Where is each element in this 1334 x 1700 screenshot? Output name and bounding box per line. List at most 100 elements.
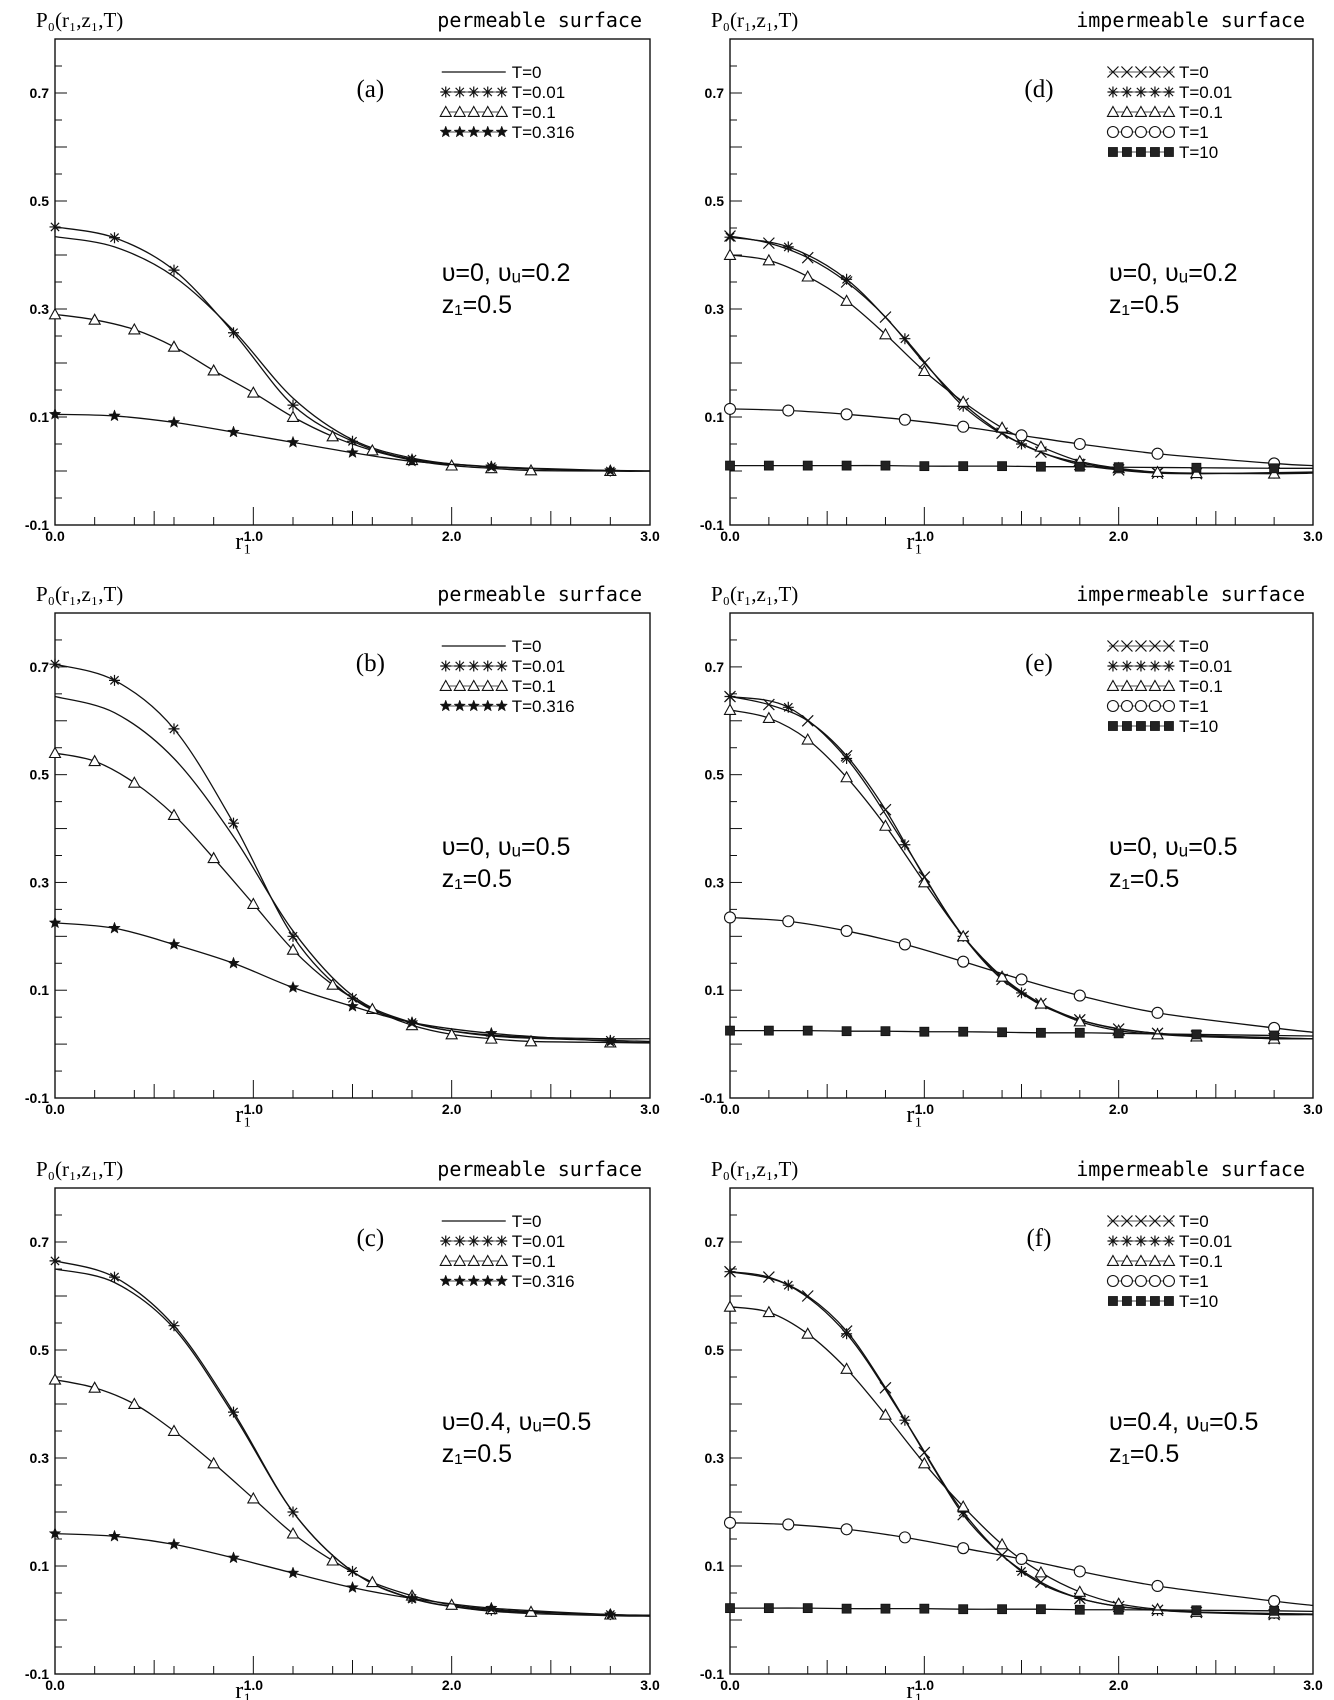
- legend-marker: [496, 660, 508, 672]
- data-point: [724, 231, 736, 243]
- data-point: [782, 404, 795, 417]
- data-point: [899, 839, 911, 851]
- legend-marker: [439, 105, 453, 117]
- legend-marker: [1162, 699, 1175, 713]
- data-point: [997, 1027, 1007, 1038]
- series-line: [729, 408, 1314, 467]
- legend-label: T=10: [1179, 1292, 1218, 1311]
- surface-condition-title: permeable surface: [437, 8, 642, 32]
- data-point: [956, 1499, 970, 1512]
- legend-marker: [1136, 721, 1146, 731]
- data-point: [840, 770, 854, 783]
- legend-label: T=0.1: [512, 103, 556, 122]
- data-point: [1191, 1605, 1202, 1616]
- y-tick-label: 0.1: [30, 1558, 50, 1574]
- data-point: [346, 445, 359, 459]
- x-axis-label: r₁: [906, 1102, 922, 1128]
- legend-marker: [454, 86, 466, 98]
- data-point: [603, 1034, 617, 1047]
- legend-label: T=0.316: [512, 697, 575, 716]
- data-point: [880, 1603, 891, 1614]
- legend-marker: [495, 105, 509, 117]
- data-point: [109, 674, 120, 686]
- data-point: [326, 978, 340, 990]
- x-tick-label: 0.0: [45, 528, 65, 544]
- legend-label: T=0: [512, 63, 542, 82]
- legend-marker: [1134, 1254, 1148, 1266]
- data-point: [1269, 1030, 1280, 1041]
- legend-label: T=0.01: [1179, 83, 1232, 102]
- legend-marker: [1135, 1215, 1147, 1227]
- data-point: [1113, 1028, 1124, 1039]
- data-point: [840, 294, 854, 306]
- legend-marker: [1162, 105, 1176, 117]
- data-point: [841, 1328, 853, 1340]
- data-point: [246, 386, 260, 398]
- x-tick-label: 2.0: [442, 1677, 462, 1693]
- y-tick-label: 0.1: [30, 409, 50, 425]
- legend-label: T=0.316: [512, 123, 575, 142]
- y-tick-label: 0.1: [30, 982, 50, 998]
- data-point: [1073, 1565, 1086, 1578]
- y-tick-label: 0.5: [30, 193, 50, 209]
- legend-marker: [453, 699, 467, 712]
- data-point: [840, 408, 853, 421]
- data-point: [919, 1603, 930, 1614]
- series-line: [54, 1268, 651, 1617]
- data-point: [1036, 1604, 1046, 1615]
- legend-label: T=0: [1179, 63, 1209, 82]
- data-point: [1036, 461, 1046, 472]
- data-point: [109, 1271, 120, 1283]
- legend-marker: [1135, 1235, 1147, 1247]
- data-point: [168, 723, 180, 735]
- legend-marker: [1121, 660, 1133, 672]
- data-point: [167, 937, 181, 950]
- y-tick-label: 0.7: [705, 1234, 725, 1250]
- chart-panel: -0.1 0.1 0.3 0.5 0.7 0.0 1.0 2.0 3.0 P₀(r₁,z₁,T) i…: [700, 1157, 1323, 1700]
- legend-marker: [1108, 721, 1118, 731]
- data-point: [723, 402, 737, 415]
- data-point: [207, 363, 221, 376]
- legend-marker: [1106, 679, 1120, 691]
- legend-marker: [1121, 86, 1133, 98]
- parameter-annotation: υ=0.4, υᵤ=0.5: [1109, 1408, 1259, 1436]
- data-point: [246, 1491, 260, 1504]
- data-point: [801, 1327, 815, 1339]
- data-point: [445, 1027, 459, 1040]
- data-point: [1151, 465, 1164, 478]
- legend-marker: [439, 1254, 453, 1266]
- legend-marker: [1121, 1215, 1133, 1227]
- y-tick-label: 0.1: [705, 1558, 725, 1574]
- x-tick-label: 0.0: [45, 1677, 65, 1693]
- panel-label: (c): [356, 1225, 384, 1252]
- data-point: [365, 1575, 379, 1588]
- x-tick-label: 0.0: [45, 1101, 65, 1117]
- data-point: [840, 924, 853, 937]
- parameter-annotation: υ=0.4, υᵤ=0.5: [442, 1408, 592, 1436]
- y-tick-label: -0.1: [25, 1666, 49, 1682]
- legend-marker: [1106, 699, 1119, 713]
- legend-marker: [1164, 1296, 1174, 1306]
- data-point: [286, 943, 300, 955]
- legend-marker: [481, 1254, 495, 1266]
- x-tick-label: 2.0: [1109, 1677, 1129, 1693]
- data-point: [127, 776, 141, 788]
- legend-marker: [439, 699, 453, 712]
- legend-marker: [1122, 1296, 1132, 1306]
- data-point: [167, 1537, 181, 1550]
- data-point: [1151, 1579, 1164, 1593]
- data-point: [841, 460, 852, 471]
- parameter-annotation: z₁=0.5: [442, 291, 512, 319]
- y-tick-label: 0.5: [705, 1342, 725, 1358]
- data-point: [956, 929, 970, 942]
- parameter-annotation: z₁=0.5: [1109, 291, 1179, 319]
- data-point: [167, 808, 181, 821]
- series-line: [54, 663, 651, 1043]
- data-point: [917, 875, 931, 888]
- series-line: [729, 916, 1314, 1033]
- data-point: [1191, 1029, 1202, 1040]
- chart-panel: -0.1 0.1 0.3 0.5 0.7 0.0 1.0 2.0 3.0 P₀(r₁,z₁,T) p…: [25, 1157, 660, 1700]
- data-point: [603, 1607, 617, 1621]
- legend-label: T=1: [1179, 697, 1209, 716]
